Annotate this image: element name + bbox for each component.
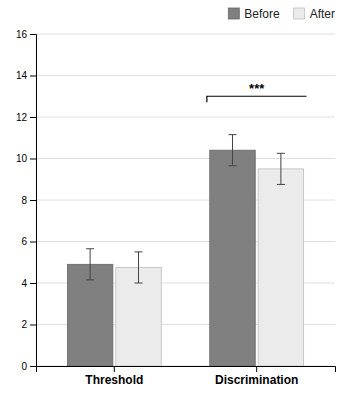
grid-line <box>36 34 335 35</box>
x-tick: Discrimination <box>215 366 298 387</box>
bar <box>210 150 255 366</box>
legend-label: Before <box>244 7 280 21</box>
y-tick-mark <box>30 117 36 118</box>
annotation: *** <box>249 81 265 96</box>
y-tick-label: 16 <box>16 29 28 40</box>
y-tick-label: 8 <box>21 195 27 206</box>
error-bar-line <box>135 252 143 283</box>
error-bar-line <box>277 153 285 184</box>
legend-item: Before <box>228 7 280 21</box>
significance-bracket <box>207 96 307 102</box>
y-tick: 4 <box>21 278 36 289</box>
bar-series <box>116 153 304 366</box>
error-bar <box>277 153 285 184</box>
marks <box>67 96 306 366</box>
y-tick-label: 14 <box>16 70 28 81</box>
grid-line <box>36 75 335 76</box>
y-tick-mark <box>30 242 36 243</box>
chart-svg: 0 2 4 6 8 10 12 14 16 Threshold Discrimination *** B… <box>0 0 347 400</box>
y-tick-label: 10 <box>16 153 28 164</box>
y-tick-label: 12 <box>16 112 28 123</box>
error-bar <box>135 252 143 283</box>
y-tick-label: 4 <box>21 278 27 289</box>
y-tick-label: 6 <box>21 236 27 247</box>
legend-label: After <box>310 7 335 21</box>
y-tick: 14 <box>16 70 36 81</box>
y-tick-mark <box>30 34 36 35</box>
grid-line <box>36 158 335 159</box>
chart-container: 0 2 4 6 8 10 12 14 16 Threshold Discrimination *** B… <box>0 0 347 400</box>
grid-line <box>36 117 335 118</box>
error-bar-line <box>228 135 236 166</box>
y-tick-mark <box>30 283 36 284</box>
x-tick-label: Discrimination <box>215 373 298 387</box>
grid <box>36 34 335 366</box>
error-bar <box>228 135 236 166</box>
error-bar <box>86 249 94 280</box>
x-tick-label: Threshold <box>85 373 143 387</box>
y-axis-line <box>30 35 37 367</box>
y-tick-mark <box>30 325 36 326</box>
y-tick-mark <box>30 366 36 367</box>
x-tick-mark <box>256 366 257 372</box>
y-tick-label: 0 <box>21 361 27 372</box>
y-tick: 2 <box>21 319 36 330</box>
y-tick: 10 <box>16 153 36 164</box>
x-axis-line <box>37 367 336 373</box>
legend-swatch <box>294 8 305 19</box>
y-axis: 0 2 4 6 8 10 12 14 16 <box>16 29 37 372</box>
y-tick-mark <box>30 159 36 160</box>
legend-swatch <box>228 8 239 19</box>
error-bar-line <box>86 249 94 280</box>
y-tick: 16 <box>16 29 36 40</box>
bar-series <box>67 135 255 366</box>
legend: Before After <box>228 7 335 21</box>
legend-item: After <box>294 7 335 21</box>
x-tick-mark <box>114 366 115 372</box>
bar <box>258 169 303 366</box>
y-tick: 0 <box>21 361 36 372</box>
y-tick-mark <box>30 76 36 77</box>
x-tick: Threshold <box>85 366 143 387</box>
y-tick: 12 <box>16 112 36 123</box>
y-tick: 6 <box>21 236 36 247</box>
y-tick-label: 2 <box>21 319 27 330</box>
x-axis: Threshold Discrimination <box>37 366 336 387</box>
y-tick-mark <box>30 200 36 201</box>
plot-area: 0 2 4 6 8 10 12 14 16 Threshold Discrimination *** <box>16 29 336 387</box>
y-tick: 8 <box>21 195 36 206</box>
